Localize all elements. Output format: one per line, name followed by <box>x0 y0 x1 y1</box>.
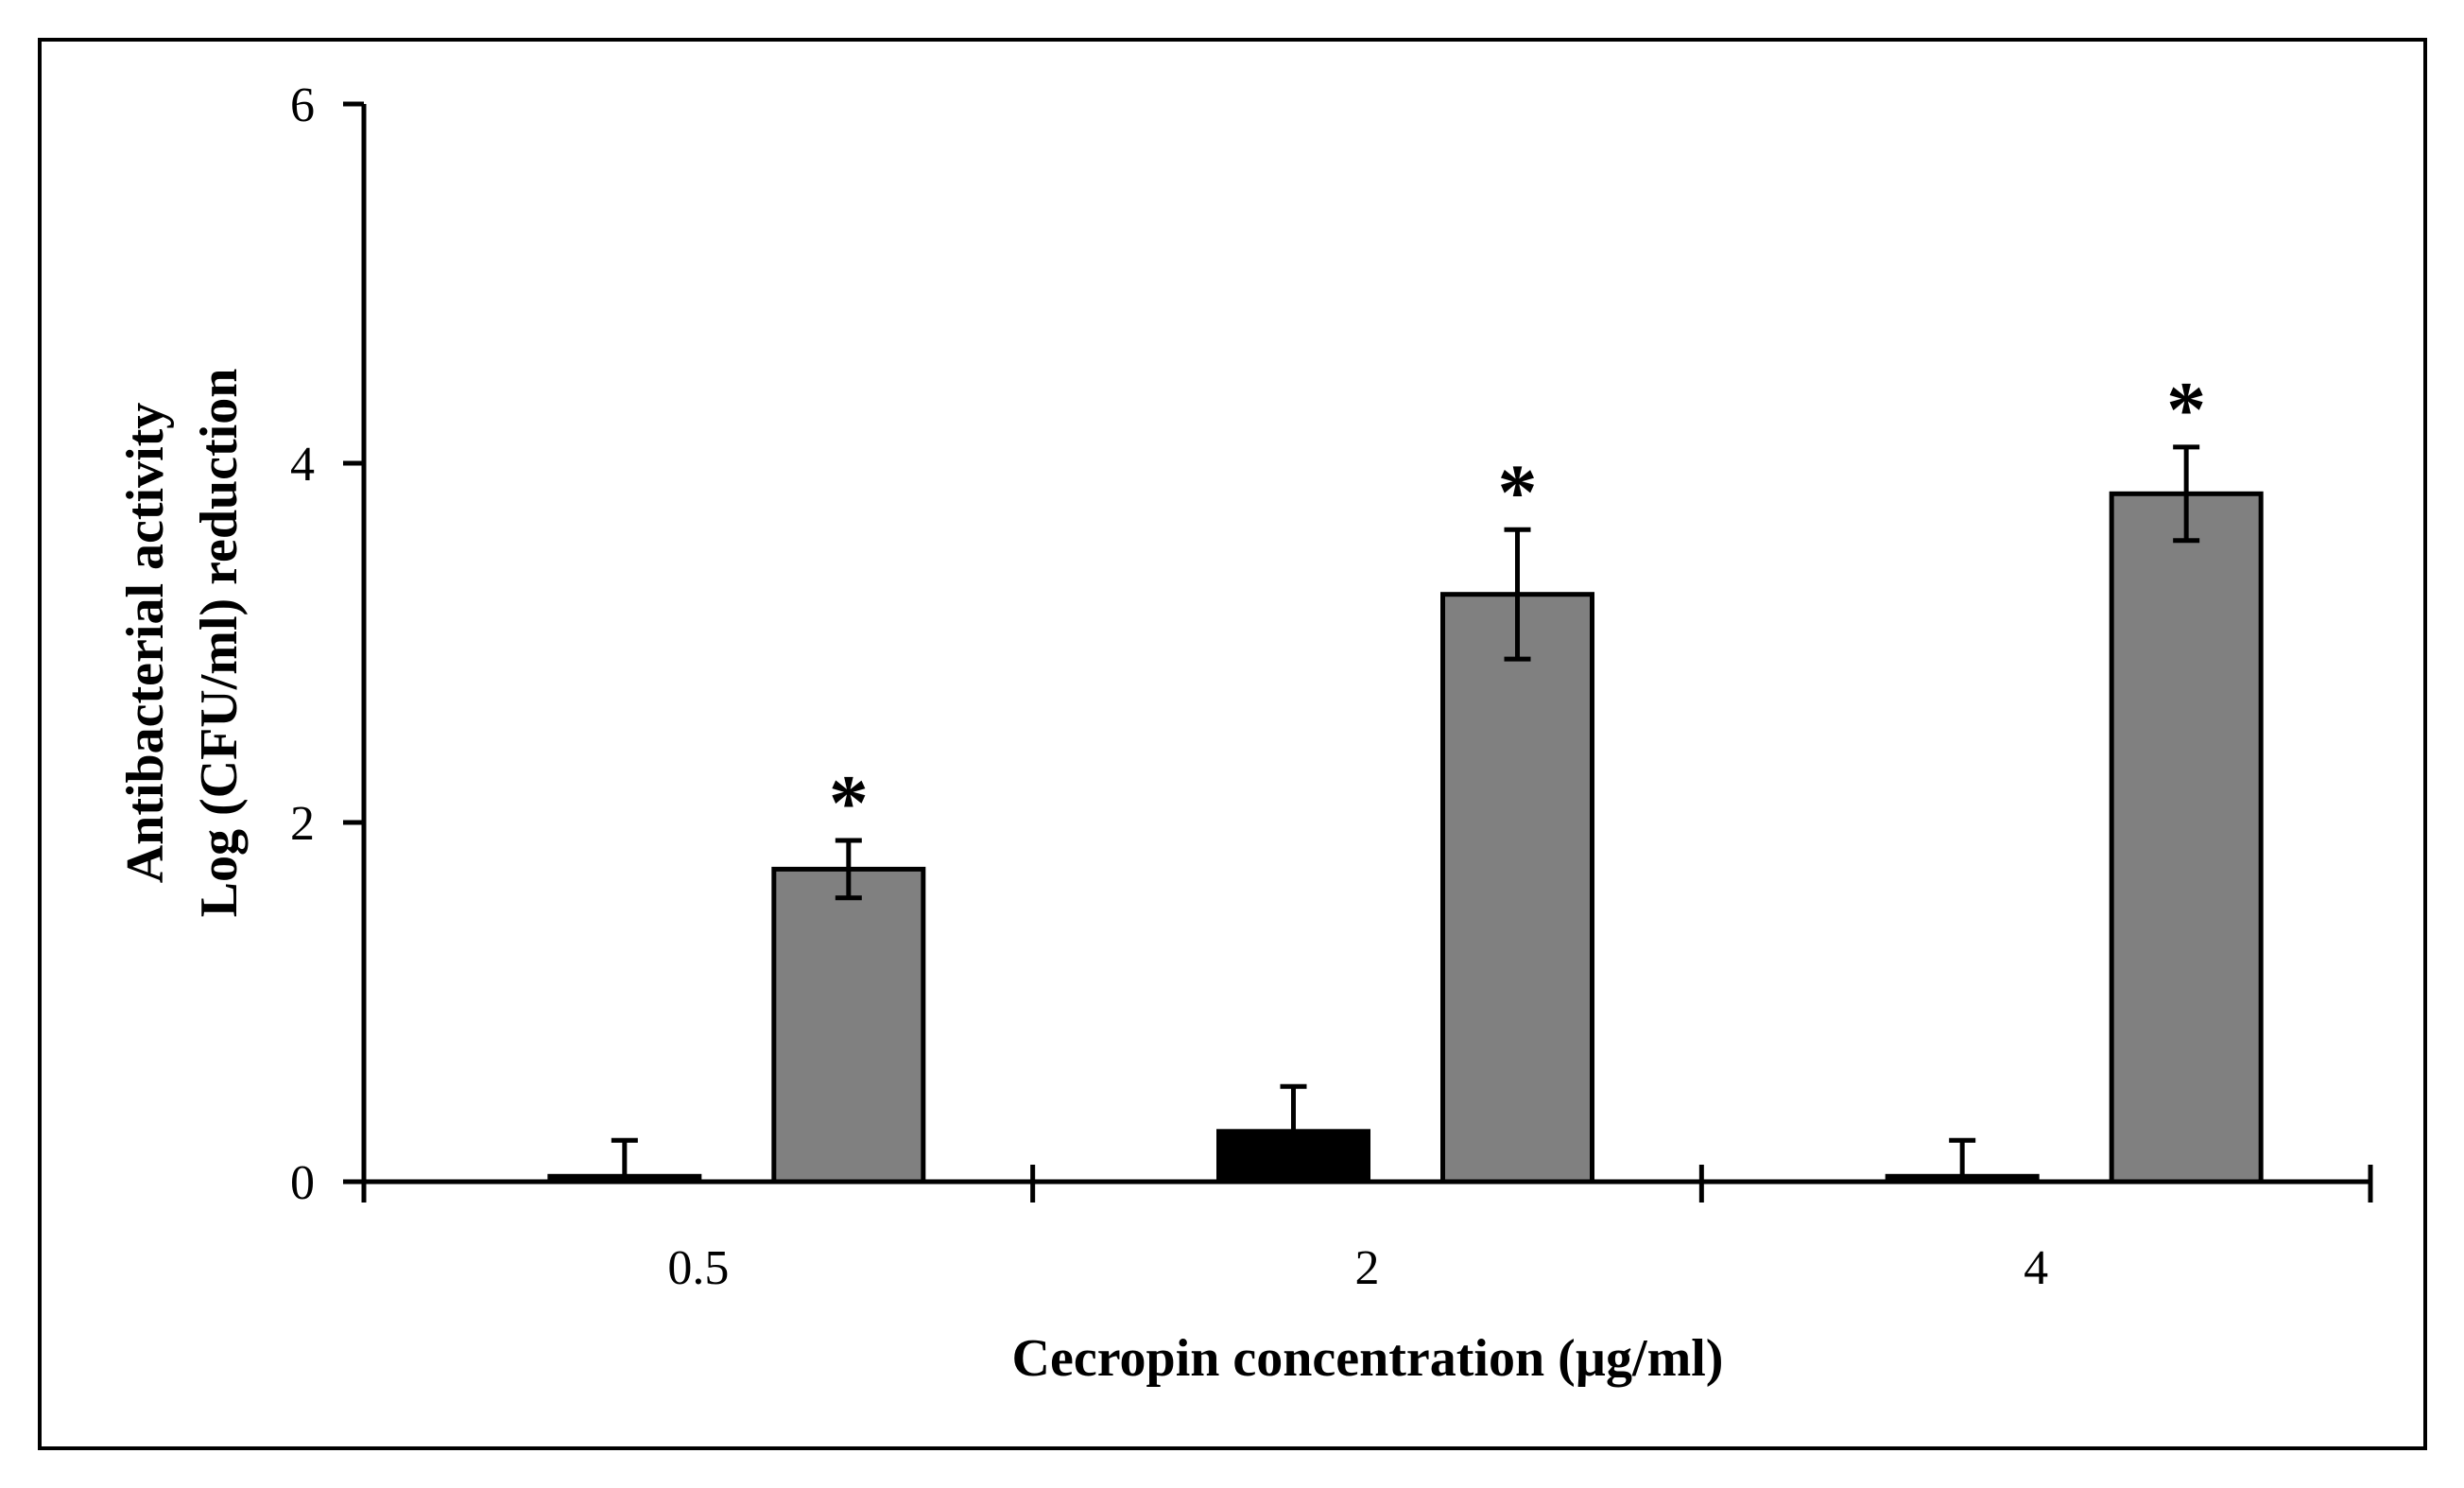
x-axis-title: Cecropin concentration (µg/ml) <box>1012 1329 1724 1388</box>
y-tick-label: 2 <box>290 797 315 851</box>
significance-mark: * <box>1498 448 1538 536</box>
x-tick-label: 4 <box>2024 1241 2048 1295</box>
significance-mark: * <box>829 759 869 847</box>
bar <box>1440 592 1594 1185</box>
y-tick-label: 6 <box>290 78 315 132</box>
y-axis-title-line: Antibacterial activity <box>116 403 175 884</box>
significance-mark: * <box>2166 366 2206 454</box>
y-tick-label: 4 <box>290 438 315 492</box>
y-axis-title-line: Log (CFU/ml) reduction <box>190 369 249 918</box>
bar <box>2109 491 2264 1185</box>
x-tick-label: 0.5 <box>667 1241 729 1295</box>
x-tick-label: 2 <box>1355 1241 1380 1295</box>
chart-frame <box>38 38 2427 1450</box>
bar <box>771 866 926 1185</box>
y-tick-label: 0 <box>290 1156 315 1210</box>
